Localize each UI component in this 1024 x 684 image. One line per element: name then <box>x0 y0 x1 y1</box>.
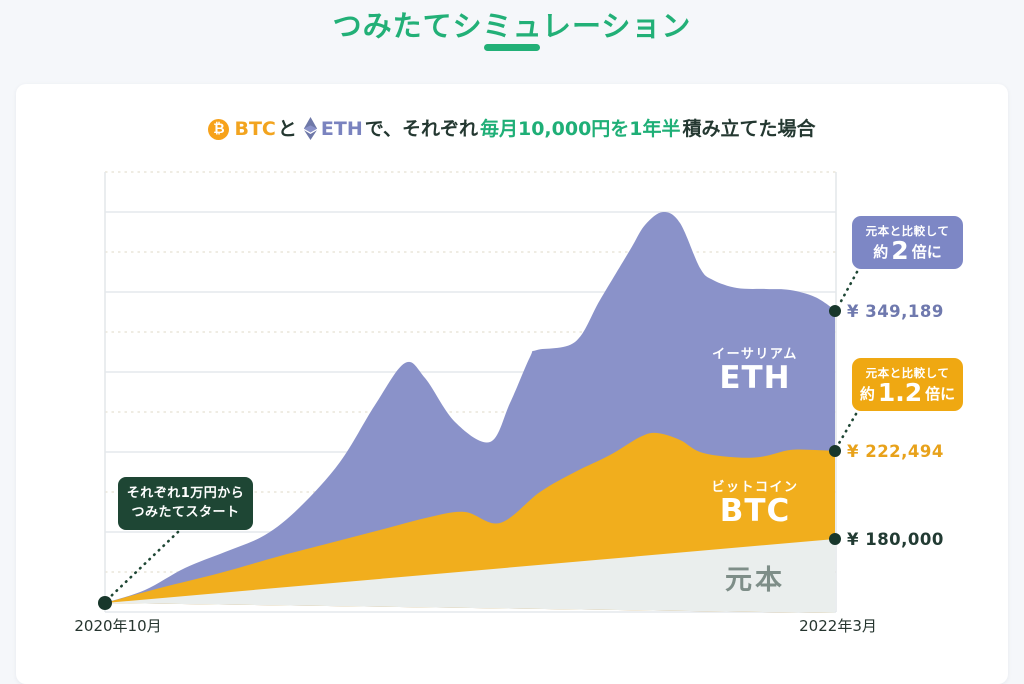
btc-badge-multiplier: 約 1.2 倍に <box>859 377 956 407</box>
btc-multiplier-badge: 元本と比較して 約 1.2 倍に <box>852 358 963 411</box>
chart-subtitle: ₿ BTC と ETH で、それぞれ 毎月10,000円を1年半 積み立てた場合 <box>16 117 1008 141</box>
eth-final-value: ¥ 349,189 <box>847 302 944 321</box>
btc-area-name: ビットコイン <box>711 480 799 495</box>
btc-final-value: ¥ 222,494 <box>847 442 944 461</box>
subtitle-segment: 積み立てた場合 <box>682 117 816 140</box>
page-title: つみたてシミュレーション <box>332 9 692 43</box>
start-tooltip-line1: それぞれ1万円から <box>126 485 245 501</box>
btc-area-label: ビットコイン BTC <box>655 476 855 528</box>
subtitle-segment: 毎月10,000円を1年半 <box>479 117 681 140</box>
start-tooltip: それぞれ1万円から つみたてスタート <box>118 477 253 530</box>
eth-diamond-icon <box>303 117 318 144</box>
principal-area-label: 元本 <box>725 565 785 596</box>
start-tooltip-line2: つみたてスタート <box>131 504 240 520</box>
area-chart <box>98 171 859 613</box>
end-dot-ETH <box>829 305 841 317</box>
btc-area-symbol: BTC <box>719 493 791 529</box>
eth-area-symbol: ETH <box>719 360 791 396</box>
x-axis-start-label: 2020年10月 <box>74 617 162 635</box>
eth-area-name: イーサリアム <box>712 347 798 362</box>
subtitle-segment: と <box>277 117 297 140</box>
eth-badge-suffix: 倍に <box>911 242 942 261</box>
eth-badge-prefix: 約 <box>873 242 889 261</box>
subtitle-segment: ETH <box>320 117 363 140</box>
eth-area-label: イーサリアム ETH <box>655 343 855 395</box>
btc-badge-number: 1.2 <box>877 377 923 407</box>
btc-coin-icon: ₿ <box>208 118 230 140</box>
btc-badge-caption: 元本と比較して <box>865 365 950 380</box>
eth-badge-number: 2 <box>891 235 909 265</box>
eth-badge-caption: 元本と比較して <box>865 223 950 238</box>
subtitle-segment: で、それぞれ <box>364 117 478 140</box>
x-axis-end-label: 2022年3月 <box>799 617 877 635</box>
title-underline <box>484 44 540 51</box>
series-area-元本 <box>105 539 835 613</box>
btc-badge-prefix: 約 <box>859 384 875 403</box>
principal-final-value: ¥ 180,000 <box>847 530 944 549</box>
eth-badge-multiplier: 約 2 倍に <box>873 235 942 265</box>
subtitle-segment: BTC <box>234 117 276 140</box>
simulation-card: ₿ BTC と ETH で、それぞれ 毎月10,000円を1年半 積み立てた場合 それぞれ1… <box>16 84 1008 684</box>
btc-badge-suffix: 倍に <box>925 384 956 403</box>
start-dot <box>98 596 112 610</box>
end-dot-BTC <box>829 445 841 457</box>
end-dot-元本 <box>829 533 841 545</box>
eth-multiplier-badge: 元本と比較して 約 2 倍に <box>852 216 963 269</box>
